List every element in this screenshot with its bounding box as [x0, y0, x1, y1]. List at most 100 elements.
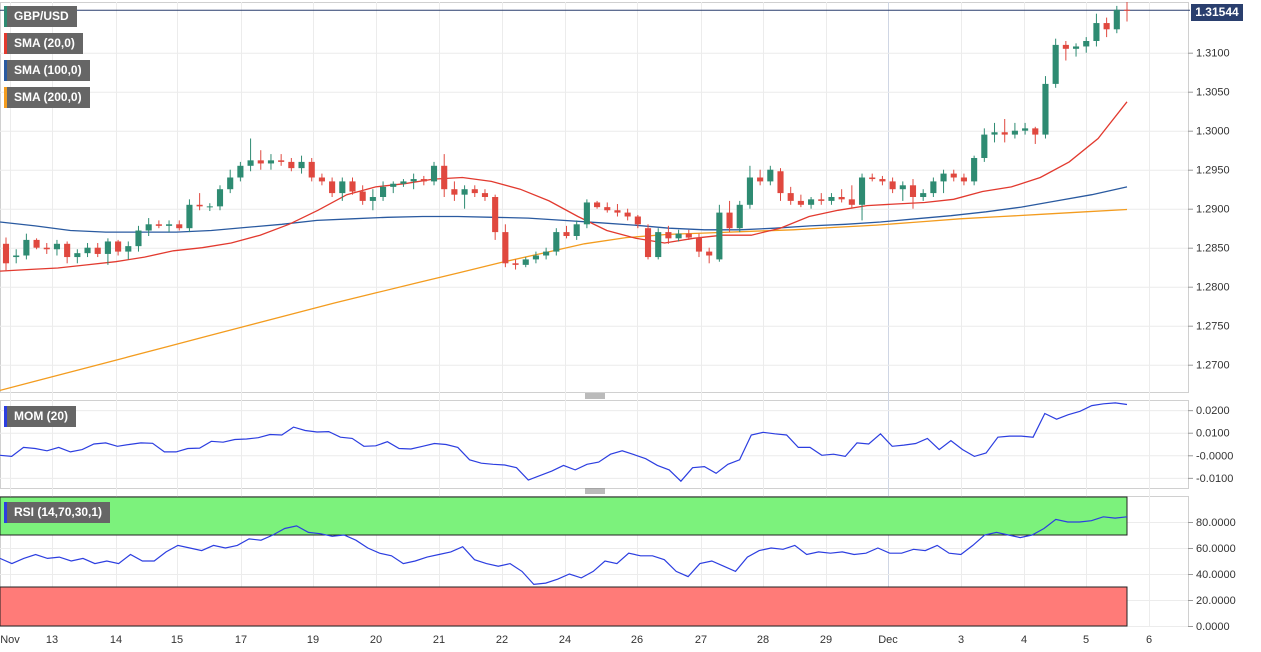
- candle-body: [889, 181, 896, 190]
- x-tick-label: 14: [110, 634, 122, 646]
- x-tick-label: 29: [820, 634, 832, 646]
- price-y-tick-label: 1.3050: [1196, 87, 1230, 99]
- last-price-badge: 1.31544: [1191, 4, 1243, 21]
- candle-body: [84, 247, 91, 254]
- candle-body: [1113, 9, 1120, 30]
- x-tick-label: 5: [1083, 634, 1089, 646]
- candle-body: [430, 165, 438, 182]
- price-y-tick-label: 1.3100: [1196, 48, 1230, 60]
- x-tick-label: 4: [1021, 634, 1027, 646]
- candle-body: [909, 185, 917, 197]
- candle-body: [614, 210, 621, 213]
- candle-body: [573, 224, 580, 236]
- candle-body: [665, 232, 672, 239]
- candle-body: [838, 197, 845, 200]
- x-tick-label: 3: [958, 634, 964, 646]
- candle-body: [298, 161, 305, 169]
- x-tick-label: 27: [695, 634, 707, 646]
- sma100-line: [0, 186, 1128, 233]
- candle-body: [247, 160, 254, 166]
- candle-body: [553, 232, 560, 252]
- candle-body: [1001, 132, 1008, 135]
- x-tick-label: 20: [370, 634, 382, 646]
- sma20-line: [0, 101, 1128, 272]
- rsi-y-tick-label: 60.0000: [1196, 543, 1236, 555]
- candle-body: [869, 177, 876, 180]
- candle-body: [818, 199, 825, 201]
- candle-body: [858, 177, 866, 205]
- candle-body: [196, 204, 203, 207]
- candle-body: [145, 224, 152, 231]
- candle-body: [481, 193, 489, 197]
- price-y-tick-label: 1.3000: [1196, 126, 1230, 138]
- candle-body: [1072, 46, 1080, 49]
- legend-swatch-sma100: [4, 60, 7, 81]
- pane-frame-price: [0, 2, 1189, 393]
- legend-mom[interactable]: MOM (20): [4, 406, 76, 427]
- candle-body: [512, 263, 519, 265]
- candle-body: [899, 185, 906, 190]
- pane-splitters[interactable]: [585, 393, 605, 494]
- candle-body: [1123, 9, 1131, 11]
- legend-sma200-label: SMA (200,0): [14, 90, 82, 104]
- price-y-tick-label: 1.2750: [1196, 321, 1230, 333]
- candle-body: [736, 204, 743, 229]
- candle-body: [879, 179, 886, 182]
- legend-swatch-mom: [4, 406, 7, 427]
- candle-body: [227, 177, 234, 190]
- candle-body: [135, 230, 142, 247]
- legend-sma200[interactable]: SMA (200,0): [4, 87, 90, 108]
- candle-body: [308, 161, 315, 178]
- candle-body: [1093, 23, 1100, 41]
- candle-body: [176, 224, 183, 229]
- legend-sma100[interactable]: SMA (100,0): [4, 60, 90, 81]
- x-tick-label: 26: [631, 634, 643, 646]
- x-tick-label: 17: [235, 634, 247, 646]
- candle-body: [675, 233, 682, 239]
- axes: Nov 13 14 15 17 19 20 21 22 24 26 27 28 29 Dec 3 4 5 6 1.31…: [0, 48, 1236, 646]
- candle-body: [23, 239, 30, 256]
- candle-body: [461, 189, 468, 195]
- candle-body: [349, 181, 356, 192]
- candle-body: [767, 169, 774, 182]
- candle-body: [155, 224, 162, 226]
- x-tick-label: 19: [307, 634, 319, 646]
- candle-body: [808, 199, 815, 205]
- candle-body: [543, 251, 550, 256]
- candle-body: [115, 241, 122, 252]
- price-y-tick-label: 1.2950: [1196, 165, 1230, 177]
- legend-sma20[interactable]: SMA (20,0): [4, 33, 83, 54]
- price-y-tick-label: 1.2800: [1196, 282, 1230, 294]
- mom-line: [0, 402, 1128, 483]
- candle-body: [206, 206, 213, 208]
- legend-sma20-label: SMA (20,0): [14, 36, 75, 50]
- candle-body: [237, 165, 244, 178]
- price-y-tick-label: 1.2700: [1196, 360, 1230, 372]
- rsi-oversold-zone: [0, 586, 1128, 627]
- candle-body: [502, 232, 509, 264]
- candle-body: [563, 232, 570, 236]
- candle-body: [532, 255, 539, 260]
- candle-body: [53, 243, 61, 250]
- candle-body: [43, 247, 50, 250]
- candle-body: [64, 243, 71, 258]
- candle-body: [716, 212, 723, 260]
- candle-body: [420, 179, 427, 182]
- candle-body: [1103, 23, 1110, 30]
- candle-body: [604, 207, 611, 211]
- legend-gbpusd[interactable]: GBP/USD: [4, 6, 77, 27]
- rsi-y-tick-label: 0.0000: [1196, 621, 1230, 633]
- x-tick-label: 24: [559, 634, 571, 646]
- candle-body: [726, 212, 733, 229]
- oscillator-lines: [0, 402, 1128, 586]
- candle-body: [634, 216, 641, 225]
- candle-body: [74, 253, 81, 258]
- price-y-tick-label: 1.2900: [1196, 204, 1230, 216]
- rsi-y-tick-label: 20.0000: [1196, 595, 1236, 607]
- candle-body: [1052, 44, 1059, 84]
- candle-body: [186, 204, 193, 229]
- x-tick-label: Dec: [878, 634, 898, 646]
- x-tick-label: 22: [496, 634, 508, 646]
- legend-rsi[interactable]: RSI (14,70,30,1): [4, 502, 111, 523]
- candle-body: [451, 189, 458, 195]
